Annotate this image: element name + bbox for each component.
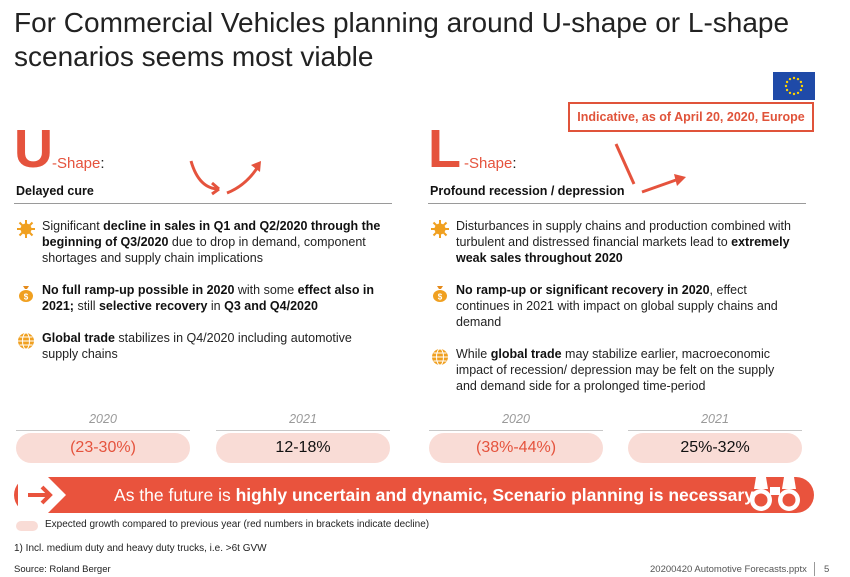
l-bullet-3: While global trade may stabilize earlier… bbox=[430, 346, 810, 396]
l-year-2021-rule bbox=[628, 430, 802, 431]
u-bullet-1-text: Significant decline in sales in Q1 and Q… bbox=[42, 219, 381, 265]
l-bullet-3-text: While global trade may stabilize earlier… bbox=[456, 347, 775, 393]
l-shape-label: -Shape: bbox=[464, 155, 517, 172]
u-year-2021-rule bbox=[216, 430, 390, 431]
l-value-2020: (38%-44%) bbox=[429, 433, 603, 463]
l-value-2021: 25%-32% bbox=[628, 433, 802, 463]
u-bullet-3-text: Global trade stabilizes in Q4/2020 inclu… bbox=[42, 331, 352, 361]
svg-text:$: $ bbox=[438, 293, 443, 302]
conclusion-text: As the future is highly uncertain and dy… bbox=[114, 485, 754, 505]
u-bullet-2-text: No full ramp-up possible in 2020 with so… bbox=[42, 283, 375, 313]
l-shape-letter: L bbox=[428, 119, 461, 179]
money-bag-icon: $ bbox=[433, 286, 447, 302]
l-year-2020: 2020 bbox=[502, 412, 530, 426]
l-shape-divider bbox=[428, 203, 806, 204]
l-year-2020-rule bbox=[429, 430, 603, 431]
u-bullet-3: Global trade stabilizes in Q4/2020 inclu… bbox=[16, 330, 396, 364]
l-year-2021: 2021 bbox=[701, 412, 729, 426]
u-bullet-2: $ No full ramp-up possible in 2020 with … bbox=[16, 282, 396, 316]
page-number: 5 bbox=[824, 564, 830, 575]
l-shape-subtitle: Profound recession / depression bbox=[430, 184, 625, 198]
svg-text:$: $ bbox=[24, 293, 29, 302]
eu-flag-icon bbox=[773, 72, 815, 100]
indicative-note: Indicative, as of April 20, 2020, Europe bbox=[568, 102, 814, 132]
u-shape-letter: U bbox=[14, 119, 53, 179]
arrow-right-icon bbox=[18, 477, 66, 513]
virus-icon bbox=[431, 220, 449, 238]
l-bullet-1: Disturbances in supply chains and produc… bbox=[430, 218, 810, 268]
u-year-2020: 2020 bbox=[89, 412, 117, 426]
legend-swatch bbox=[16, 521, 38, 531]
u-year-2020-rule bbox=[16, 430, 190, 431]
u-value-2021: 12-18% bbox=[216, 433, 390, 463]
binoculars-icon bbox=[750, 477, 800, 511]
footnote: 1) Incl. medium duty and heavy duty truc… bbox=[14, 543, 267, 554]
l-bullet-2-text: No ramp-up or significant recovery in 20… bbox=[456, 283, 778, 329]
u-year-2021: 2021 bbox=[289, 412, 317, 426]
file-name: 20200420 Automotive Forecasts.pptx bbox=[650, 564, 807, 575]
footer-separator bbox=[814, 562, 815, 576]
l-curve-arrow-icon bbox=[614, 143, 686, 194]
globe-icon bbox=[432, 348, 448, 366]
virus-icon bbox=[17, 220, 35, 238]
u-shape-label: -Shape: bbox=[52, 155, 105, 172]
u-bullet-1: Significant decline in sales in Q1 and Q… bbox=[16, 218, 396, 268]
l-bullet-2: $ No ramp-up or significant recovery in … bbox=[430, 282, 810, 332]
l-bullet-1-text: Disturbances in supply chains and produc… bbox=[456, 219, 791, 265]
page-title: For Commercial Vehicles planning around … bbox=[14, 7, 790, 72]
source: Source: Roland Berger bbox=[14, 564, 111, 575]
globe-icon bbox=[18, 332, 34, 350]
legend-text: Expected growth compared to previous yea… bbox=[45, 519, 430, 530]
money-bag-icon: $ bbox=[19, 286, 33, 302]
u-shape-divider bbox=[14, 203, 392, 204]
u-curve-arrow-icon bbox=[189, 160, 261, 196]
u-shape-subtitle: Delayed cure bbox=[16, 184, 94, 198]
u-value-2020: (23-30%) bbox=[16, 433, 190, 463]
conclusion-banner: As the future is highly uncertain and dy… bbox=[14, 477, 814, 513]
